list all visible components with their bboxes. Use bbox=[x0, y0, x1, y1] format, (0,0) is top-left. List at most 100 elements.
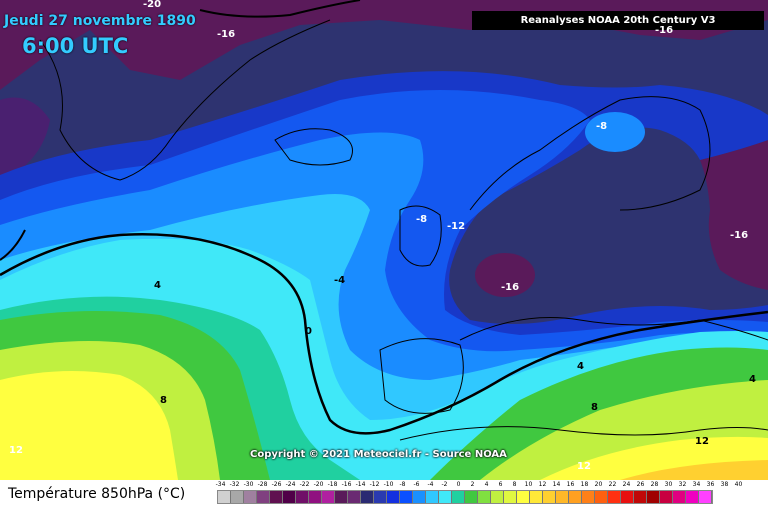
band-orange-east bbox=[620, 460, 768, 480]
legend-swatch bbox=[673, 491, 686, 503]
temperature-field-map bbox=[0, 0, 768, 480]
legend-tick-label: 38 bbox=[720, 481, 729, 488]
legend-tick-label: 34 bbox=[692, 481, 701, 488]
legend-tick-label: -30 bbox=[243, 481, 254, 488]
cold-core-east bbox=[700, 140, 768, 290]
legend-tick-label: 6 bbox=[498, 481, 503, 488]
legend-tick-label: 22 bbox=[608, 481, 617, 488]
legend-swatch bbox=[270, 491, 283, 503]
legend-swatch bbox=[530, 491, 543, 503]
legend-tick-label: -34 bbox=[215, 481, 226, 488]
legend-tick-label: -12 bbox=[369, 481, 380, 488]
legend-swatch bbox=[504, 491, 517, 503]
legend-tick-label: -22 bbox=[299, 481, 310, 488]
legend-tick-label: 30 bbox=[664, 481, 673, 488]
legend-tick-label: -10 bbox=[383, 481, 394, 488]
legend-tick-label: 8 bbox=[512, 481, 517, 488]
legend-swatch bbox=[374, 491, 387, 503]
legend-swatch bbox=[517, 491, 530, 503]
contour-label: 8 bbox=[160, 395, 167, 406]
date-label: Jeudi 27 novembre 1890 bbox=[4, 13, 196, 29]
legend-swatch bbox=[621, 491, 634, 503]
legend-tick-label: -28 bbox=[257, 481, 268, 488]
legend-swatch bbox=[309, 491, 322, 503]
legend-swatch bbox=[595, 491, 608, 503]
time-label: 6:00 UTC bbox=[22, 34, 129, 58]
legend-swatch bbox=[452, 491, 465, 503]
low-centre-east bbox=[585, 112, 645, 152]
legend-swatch bbox=[686, 491, 699, 503]
legend-swatch bbox=[660, 491, 673, 503]
legend-tick-label: 28 bbox=[650, 481, 659, 488]
legend-tick-label: 18 bbox=[580, 481, 589, 488]
contour-label: -8 bbox=[596, 121, 608, 132]
legend-swatch bbox=[491, 491, 504, 503]
legend-tick-label: 32 bbox=[678, 481, 687, 488]
legend-tick-label: -24 bbox=[285, 481, 296, 488]
legend-color-scale bbox=[217, 490, 713, 504]
contour-label: -16 bbox=[501, 282, 520, 293]
legend-swatch bbox=[257, 491, 270, 503]
legend-tick-label: -8 bbox=[399, 481, 406, 488]
legend-tick-label: 20 bbox=[594, 481, 603, 488]
zero-isotherm bbox=[0, 233, 768, 435]
cold-core-west bbox=[0, 97, 50, 175]
legend-swatch bbox=[348, 491, 361, 503]
legend-tick-label: -6 bbox=[413, 481, 420, 488]
legend-swatch bbox=[400, 491, 413, 503]
legend-swatch bbox=[543, 491, 556, 503]
legend-swatch bbox=[478, 491, 491, 503]
copyright-label: Copyright © 2021 Meteociel.fr - Source N… bbox=[250, 449, 507, 460]
scandinavia-coast bbox=[469, 96, 711, 211]
source-label: Reanalyses NOAA 20th Century V3 bbox=[472, 11, 764, 30]
iberia-coast bbox=[379, 338, 464, 414]
legend-tick-label: -26 bbox=[271, 481, 282, 488]
contour-label: 0 bbox=[305, 326, 312, 337]
europe-coast bbox=[459, 317, 768, 341]
legend-tick-label: 24 bbox=[622, 481, 631, 488]
band-yellow bbox=[0, 371, 178, 480]
legend-swatch bbox=[387, 491, 400, 503]
legend-swatch bbox=[608, 491, 621, 503]
contour-label: -20 bbox=[143, 0, 162, 10]
legend-swatch bbox=[634, 491, 647, 503]
iceland-coast bbox=[274, 128, 353, 166]
legend-tick-label: 4 bbox=[484, 481, 489, 488]
legend-swatch bbox=[361, 491, 374, 503]
legend-swatch bbox=[439, 491, 452, 503]
legend-swatch bbox=[296, 491, 309, 503]
legend-tick-label: -4 bbox=[427, 481, 434, 488]
legend-tick-label: 16 bbox=[566, 481, 575, 488]
contour-label: 4 bbox=[154, 280, 161, 291]
contour-label: 4 bbox=[749, 374, 756, 385]
isotherm-north bbox=[199, 0, 361, 18]
legend-tick-label: 36 bbox=[706, 481, 715, 488]
contour-label: -4 bbox=[334, 275, 346, 286]
legend-tick-label: -2 bbox=[441, 481, 448, 488]
legend-swatch bbox=[465, 491, 478, 503]
legend-tick-label: -16 bbox=[341, 481, 352, 488]
legend-swatch bbox=[556, 491, 569, 503]
legend-tick-label: -14 bbox=[355, 481, 366, 488]
legend-swatch bbox=[231, 491, 244, 503]
legend-tick-label: -20 bbox=[313, 481, 324, 488]
legend-swatch bbox=[426, 491, 439, 503]
legend-tick-label: 14 bbox=[552, 481, 561, 488]
british-isles-coast bbox=[399, 205, 442, 267]
legend-swatch bbox=[569, 491, 582, 503]
legend-swatch bbox=[699, 491, 712, 503]
contour-label: -8 bbox=[416, 214, 428, 225]
contour-label: -12 bbox=[447, 221, 466, 232]
isotherm-west bbox=[0, 229, 26, 261]
legend-swatch bbox=[582, 491, 595, 503]
legend-tick-label: 12 bbox=[538, 481, 547, 488]
legend-swatch bbox=[218, 491, 231, 503]
legend-swatch bbox=[322, 491, 335, 503]
legend-tick-labels: -34 -32 -30 -28 -26 -24 -22 -20 -18 -16 -14 -12 -10-… bbox=[214, 480, 754, 490]
legend-tick-label: 40 bbox=[734, 481, 743, 488]
weather-map: Jeudi 27 novembre 1890 6:00 UTC Reanalys… bbox=[0, 0, 768, 480]
legend-swatch bbox=[335, 491, 348, 503]
africa-coast bbox=[399, 426, 768, 441]
contour-label: -16 bbox=[730, 230, 749, 241]
contour-label: 12 bbox=[577, 461, 591, 472]
